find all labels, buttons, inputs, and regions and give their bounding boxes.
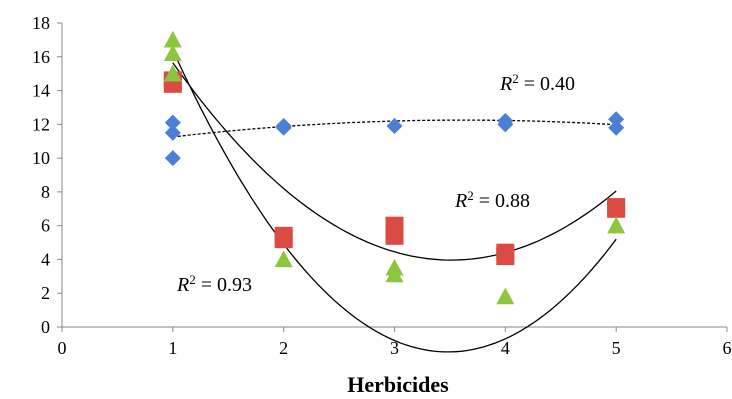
r2-annotation-diamond: R2 = 0.40 — [499, 71, 575, 95]
y-tick-label: 6 — [41, 216, 50, 236]
point-diamond — [164, 150, 181, 167]
data-points — [163, 30, 626, 305]
y-tick-label: 18 — [32, 13, 50, 33]
trendline-square — [172, 62, 617, 261]
point-triangle — [607, 216, 626, 234]
x-tick-label: 2 — [279, 338, 288, 358]
point-diamond — [164, 124, 181, 141]
y-tick-label: 4 — [41, 249, 50, 269]
x-tick-label: 1 — [168, 338, 177, 358]
point-square — [607, 198, 626, 217]
point-diamond — [497, 116, 514, 133]
annotations: Herbicides R2 = 0.40 R2 = 0.88 R2 = 0.93 — [176, 71, 575, 397]
x-tick-label: 3 — [390, 338, 399, 358]
point-diamond — [608, 111, 625, 128]
point-triangle — [496, 287, 515, 305]
point-triangle — [163, 30, 182, 48]
point-diamond — [275, 119, 292, 136]
y-tick-label: 16 — [32, 47, 50, 67]
point-diamond — [164, 114, 181, 131]
point-diamond — [386, 118, 403, 135]
r2-annotation-square: R2 = 0.88 — [454, 188, 530, 212]
y-tick-label: 8 — [41, 182, 50, 202]
y-tick-label: 10 — [32, 148, 50, 168]
x-tick-label: 6 — [723, 338, 732, 358]
point-square — [385, 216, 404, 235]
trendline-triangle — [172, 49, 617, 353]
y-tick-label: 2 — [41, 283, 50, 303]
point-square — [274, 226, 293, 245]
point-diamond — [608, 119, 625, 136]
point-triangle — [163, 44, 182, 62]
r2-annotation-triangle: R2 = 0.93 — [176, 272, 252, 296]
x-tick-label: 4 — [501, 338, 510, 358]
y-tick-label: 14 — [32, 81, 50, 101]
point-square — [496, 247, 515, 266]
point-triangle — [163, 64, 182, 82]
x-tick-label: 5 — [612, 338, 621, 358]
trend-lines — [172, 49, 617, 353]
x-axis-label: Herbicides — [347, 372, 449, 397]
point-triangle — [385, 265, 404, 283]
point-triangle — [274, 250, 293, 268]
x-tick-label: 0 — [58, 338, 67, 358]
y-tick-label: 12 — [32, 114, 50, 134]
y-tick-label: 0 — [41, 317, 50, 337]
